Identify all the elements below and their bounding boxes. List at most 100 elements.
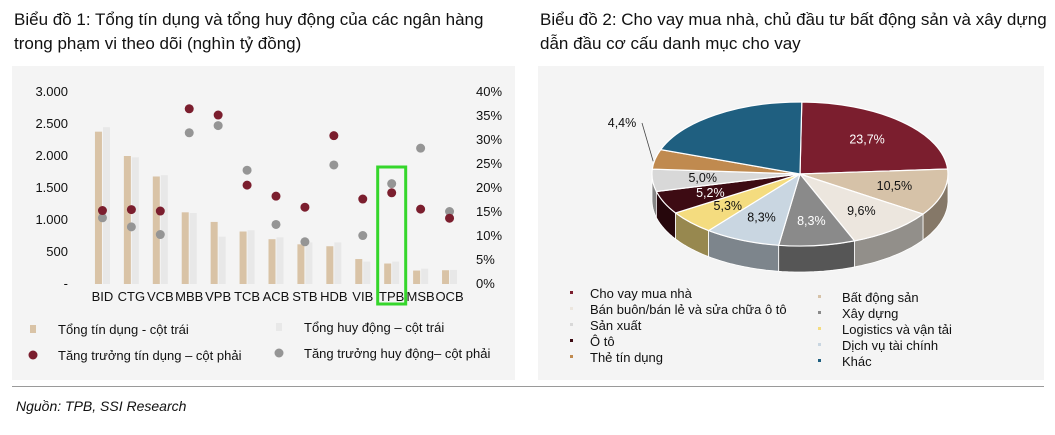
pie-slice-label: 4,4%: [608, 116, 637, 130]
deposit-bar: [247, 230, 255, 284]
credit-bar: [442, 270, 450, 284]
legend-swatch: [274, 348, 284, 358]
deposit-bar: [189, 212, 197, 284]
deposit-growth-dot: [358, 231, 368, 241]
pie-leader-line: [641, 122, 654, 162]
legend-swatch: [570, 291, 573, 294]
bar-chart: - 500 1.000 1.500 2.000 2.500 3.000 0% 5% 10% 15% 2…: [28, 84, 502, 363]
x-tick-label: TCB: [234, 289, 260, 304]
pie-slice-label: 5,2%: [696, 186, 725, 200]
deposit-bar: [450, 269, 458, 284]
legend-swatch: [28, 350, 38, 360]
pie-slice-label: 8,3%: [797, 214, 826, 228]
legend-label: Bất động sản: [842, 290, 919, 305]
y-right-tick-label: 0%: [476, 276, 495, 291]
credit-growth-dot: [329, 131, 339, 141]
credit-bar: [326, 246, 334, 284]
deposit-bar: [160, 175, 168, 284]
deposit-bar: [421, 268, 429, 284]
deposit-growth-dot: [271, 219, 281, 229]
legend-label: Tổng tín dụng - cột trái: [58, 322, 189, 337]
deposit-growth-dot: [416, 143, 426, 153]
y-right-tick-label: 20%: [476, 180, 502, 195]
legend-label: Thẻ tín dụng: [590, 350, 663, 365]
y-right-tick-label: 10%: [476, 228, 502, 243]
y-left-tick-label: 2.500: [35, 116, 68, 131]
credit-growth-dot: [184, 104, 194, 114]
deposit-bar: [276, 237, 284, 284]
credit-growth-dot: [387, 188, 397, 198]
credit-growth-dot: [97, 206, 107, 216]
credit-bar: [384, 263, 392, 284]
y-left-tick-label: 2.000: [35, 148, 68, 163]
deposit-bar: [102, 127, 110, 284]
credit-growth-dot: [271, 191, 281, 201]
legend-swatch: [570, 307, 573, 310]
x-tick-label: MSB: [407, 289, 435, 304]
pie-slice-label: 9,6%: [847, 204, 876, 218]
legend-swatch: [570, 339, 573, 342]
deposit-growth-dot: [329, 160, 339, 170]
legend-label: Tổng huy động – cột trái: [304, 320, 444, 335]
legend-swatch: [276, 323, 282, 331]
legend-label: Tăng trưởng huy động– cột phải: [304, 346, 490, 361]
y-left-tick-label: 1.000: [35, 212, 68, 227]
y-left-tick-label: 3.000: [35, 84, 68, 99]
pie-slice: [798, 172, 925, 242]
pie-slice-label: 10,5%: [877, 179, 912, 193]
chart2-panel: 23,7% 10,5% 9,6% 8,3% 8,3% 5,3% 5,2% 5,0% 4,4% Ch…: [538, 66, 1044, 380]
pie-slice-label: 5,0%: [688, 171, 717, 185]
x-tick-label: STB: [292, 289, 317, 304]
divider: [12, 386, 1044, 387]
deposit-growth-dot: [445, 207, 455, 217]
pie-slice: [799, 168, 949, 215]
credit-bar: [239, 231, 247, 284]
pie-slice-label: 23,7%: [849, 132, 884, 146]
pie-slice: [659, 101, 803, 175]
legend-label: Tăng trưởng tín dụng – cột phải: [58, 348, 242, 363]
legend-swatch: [818, 311, 821, 314]
pie-slice-label: 8,3%: [747, 211, 776, 225]
legend-swatch: [818, 343, 821, 346]
legend-label: Bán buôn/bán lẻ và sửa chữa ô tô: [590, 302, 787, 317]
x-tick-label: BID: [92, 289, 114, 304]
credit-bar: [355, 259, 363, 284]
credit-growth-dot: [155, 206, 165, 216]
deposit-bar: [392, 261, 400, 284]
pie-slice: [799, 101, 949, 175]
credit-growth-dot: [126, 205, 136, 215]
legend-label: Cho vay mua nhà: [590, 286, 693, 301]
deposit-growth-dot: [155, 230, 165, 240]
x-tick-label: MBB: [175, 289, 203, 304]
legend-label: Khác: [842, 354, 872, 369]
credit-bar: [268, 239, 276, 284]
deposit-growth-dot: [126, 222, 136, 232]
legend-swatch: [818, 295, 821, 298]
credit-bar: [297, 244, 305, 284]
deposit-bar: [218, 236, 226, 284]
x-tick-label: ACB: [263, 289, 290, 304]
y-right-tick-label: 40%: [476, 84, 502, 99]
legend-swatch: [570, 323, 573, 326]
y-right-tick-label: 5%: [476, 252, 495, 267]
pie-slice-label: 5,3%: [714, 199, 743, 213]
y-right-tick-label: 35%: [476, 108, 502, 123]
deposit-growth-dot: [97, 213, 107, 223]
source-note: Nguồn: TPB, SSI Research: [16, 398, 187, 414]
x-tick-label: VPB: [205, 289, 231, 304]
x-tick-label: HDB: [320, 289, 347, 304]
credit-growth-dot: [213, 110, 223, 120]
legend-swatch: [818, 359, 821, 362]
credit-bar: [210, 221, 218, 284]
legend-label: Xây dựng: [842, 306, 898, 321]
deposit-bar: [305, 242, 313, 284]
y-right-tick-label: 15%: [476, 204, 502, 219]
deposit-bar: [363, 261, 371, 284]
legend-swatch: [818, 327, 821, 330]
y-left-tick-label: -: [64, 276, 68, 291]
y-left-tick-label: 500: [46, 244, 68, 259]
credit-bar: [181, 212, 189, 284]
tpb-highlight-box: [376, 165, 408, 306]
deposit-growth-dot: [300, 237, 310, 247]
credit-bar: [152, 176, 160, 284]
